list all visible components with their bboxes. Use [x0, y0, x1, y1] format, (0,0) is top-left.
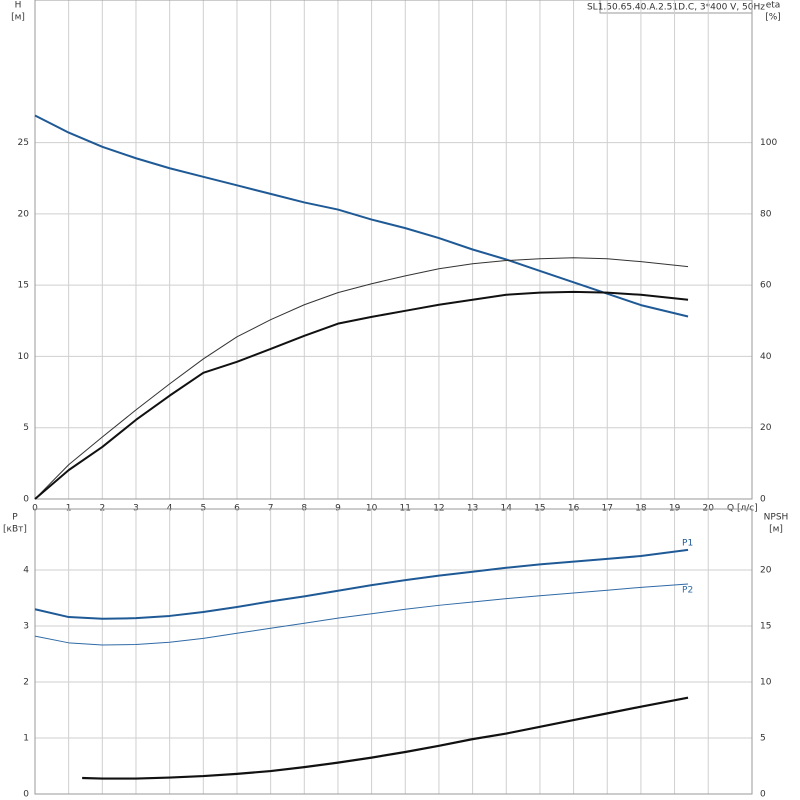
y2-tick-label: 15 [760, 622, 771, 632]
y2-tick-label: 100 [760, 138, 777, 148]
curve [34, 583, 689, 646]
y2-axis-unit: [м] [769, 525, 783, 535]
y-axis-unit: [м] [11, 13, 25, 23]
y2-tick-label: 10 [760, 678, 772, 688]
y2-tick-label: 20 [760, 566, 772, 576]
y-tick-label: 3 [23, 622, 29, 632]
curve [34, 290, 689, 500]
y2-axis-unit: [%] [765, 13, 781, 23]
chart-title: SL1.50.65.40.A.2.51D.C, 3*400 V, 50Hz [587, 3, 765, 13]
curve [34, 548, 689, 620]
y2-axis-label: NPSH [764, 513, 789, 523]
curve [34, 257, 689, 500]
y-axis-label: H [15, 1, 22, 11]
y-tick-label: 20 [18, 209, 30, 219]
y-tick-label: 5 [23, 423, 29, 433]
y-tick-label: 0 [23, 790, 29, 800]
plot-frame [34, 0, 753, 500]
series-label: P2 [682, 586, 693, 596]
y-axis-unit: [кВт] [3, 525, 27, 535]
y2-tick-label: 5 [760, 734, 766, 744]
y-tick-label: 25 [18, 138, 29, 148]
y2-tick-label: 60 [760, 281, 772, 291]
y2-tick-label: 80 [760, 209, 772, 219]
y2-axis-label: eta [766, 1, 781, 11]
y-tick-label: 2 [23, 678, 29, 688]
y-tick-label: 15 [18, 281, 29, 291]
y-tick-label: 0 [23, 495, 29, 505]
y-tick-label: 4 [23, 566, 29, 576]
series-label: P1 [682, 538, 693, 548]
y2-tick-label: 0 [760, 790, 766, 800]
plot-frame [34, 508, 753, 795]
curve [34, 114, 689, 318]
y-axis-label: P [12, 513, 18, 523]
curve [82, 696, 689, 780]
y2-tick-label: 0 [760, 495, 766, 505]
y-tick-label: 1 [23, 734, 29, 744]
y-tick-label: 10 [18, 352, 30, 362]
y2-tick-label: 20 [760, 423, 772, 433]
y2-tick-label: 40 [760, 352, 772, 362]
